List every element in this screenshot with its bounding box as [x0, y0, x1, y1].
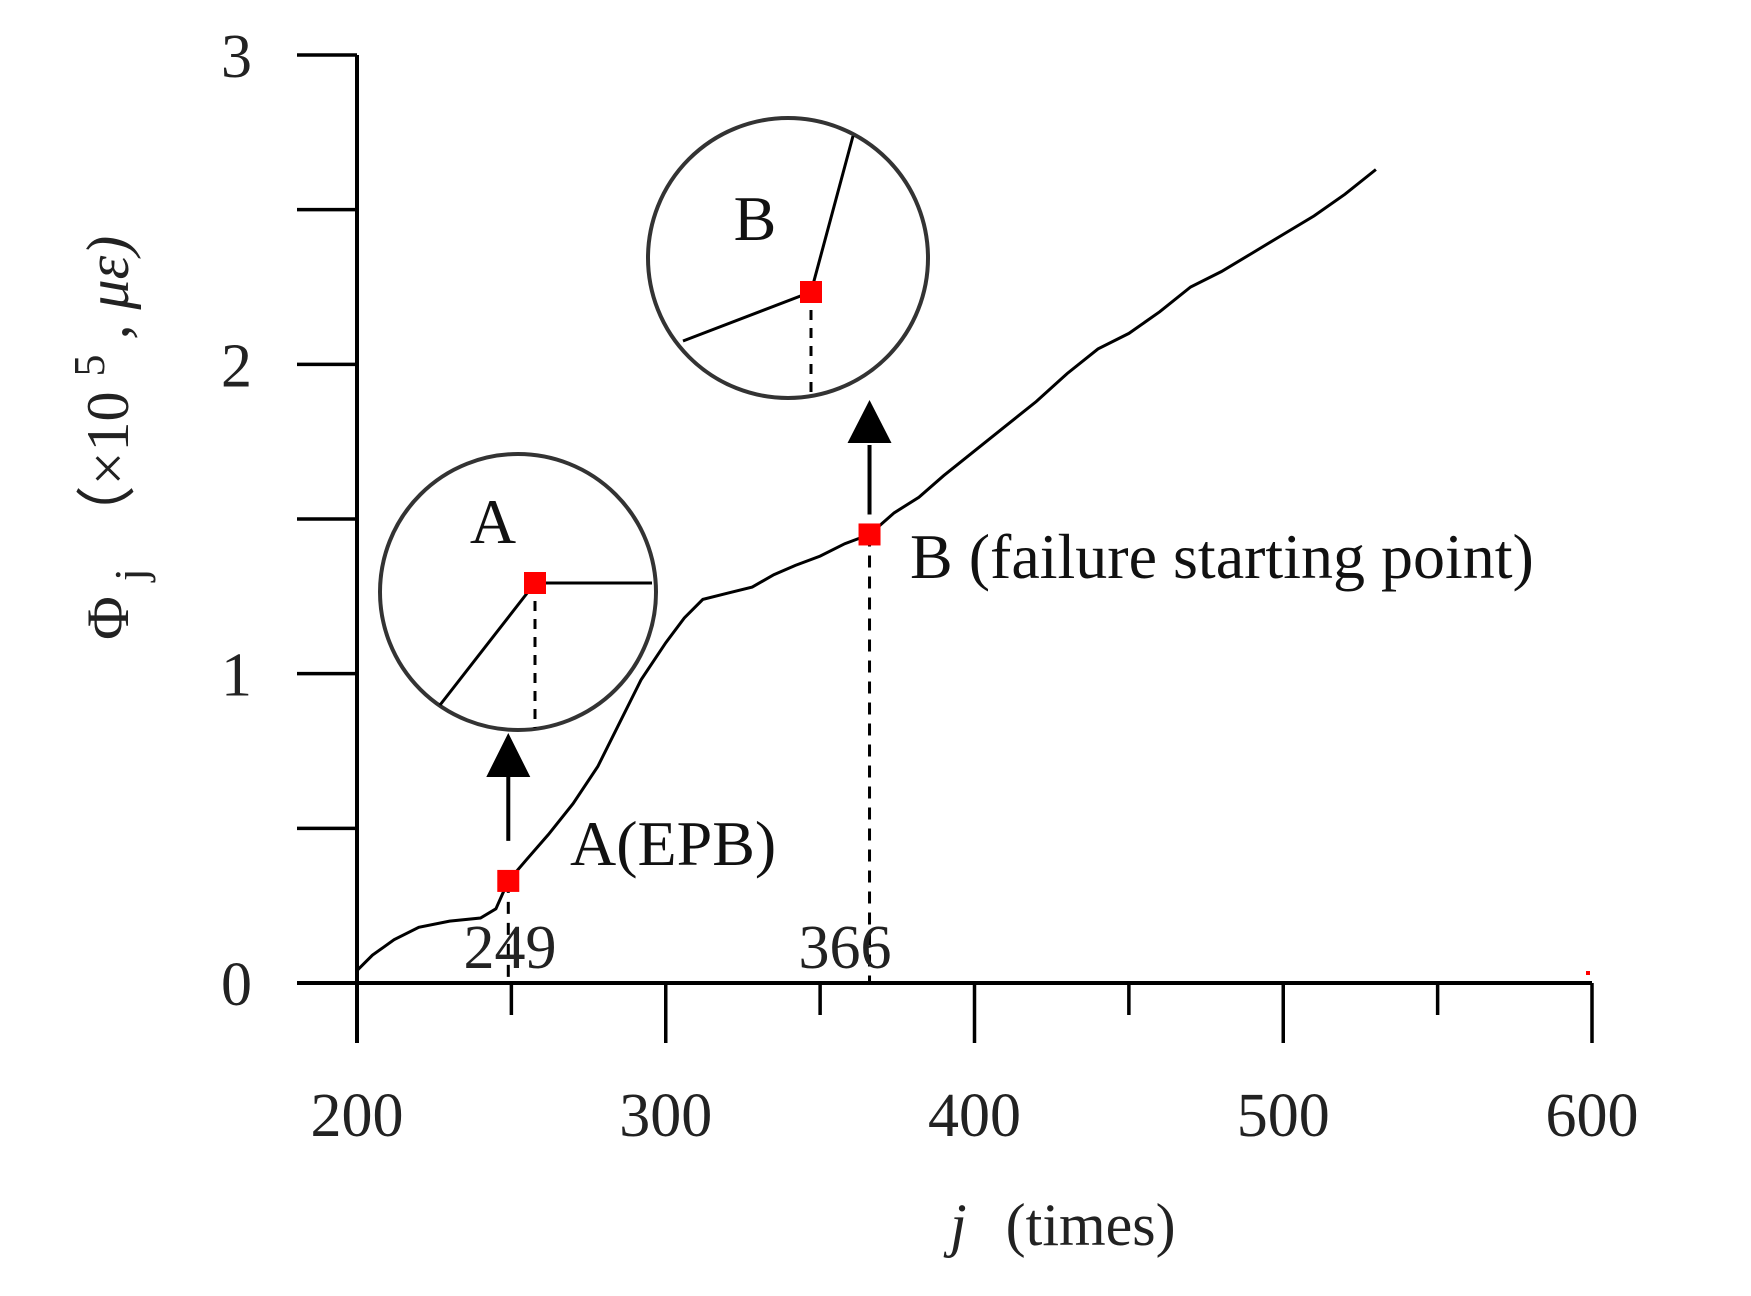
y-tick-label-1: 1 — [221, 642, 252, 710]
inset-a: A — [378, 452, 658, 732]
arrow-head-a — [486, 733, 531, 777]
axis-ticks — [297, 53, 1594, 1043]
inset-a-node — [524, 572, 546, 594]
inset-b-node — [800, 281, 822, 303]
inset-b-label: B — [734, 183, 777, 254]
inset-a-label: A — [470, 486, 516, 557]
series-markers — [497, 523, 1590, 975]
inset-b-line-top — [809, 135, 855, 293]
inset-a-line-left — [438, 582, 537, 706]
x-axis-title: j (times) — [943, 1192, 1176, 1258]
stray-dot — [1586, 971, 1590, 975]
y-tick-label-2: 2 — [221, 332, 252, 400]
axis-tick-labels: 200 300 400 500 600 0 1 2 3 — [221, 23, 1639, 1150]
x-axis-unit: (times) — [1006, 1192, 1176, 1258]
point-a-x-label: 249 — [464, 914, 557, 982]
x-tick-label-400: 400 — [928, 1082, 1021, 1150]
annotation-b-failure: B (failure starting point) — [910, 521, 1534, 592]
point-marker-b — [858, 523, 881, 546]
y-tick-label-3: 3 — [221, 23, 252, 91]
y-axis-unit: , με) — [75, 236, 141, 340]
arrow-head-b — [847, 400, 892, 443]
guides — [486, 400, 892, 983]
annotation-a-epb: A(EPB) — [570, 808, 776, 879]
x-tick-label-600: 600 — [1546, 1082, 1639, 1150]
y-tick-label-0: 0 — [221, 951, 252, 1019]
inset-b: B — [646, 116, 930, 400]
y-axis-sup: 5 — [65, 355, 114, 377]
y-axis-symbol: Φ — [75, 596, 141, 640]
point-marker-a — [497, 869, 520, 892]
y-axis-text: （×10 — [75, 392, 141, 546]
y-axis-title: Φ j （×10 5 , με) — [65, 236, 156, 640]
point-b-x-label: 366 — [799, 914, 892, 982]
x-tick-label-300: 300 — [619, 1082, 712, 1150]
inset-a-circle — [378, 452, 658, 732]
inset-diagrams: AB — [378, 116, 930, 732]
inset-b-circle — [646, 116, 930, 400]
x-tick-label-200: 200 — [311, 1082, 404, 1150]
y-axis-sub: j — [105, 568, 156, 583]
x-axis-var: j — [943, 1192, 967, 1258]
inset-b-line-left — [682, 290, 812, 343]
x-tick-label-500: 500 — [1237, 1082, 1330, 1150]
